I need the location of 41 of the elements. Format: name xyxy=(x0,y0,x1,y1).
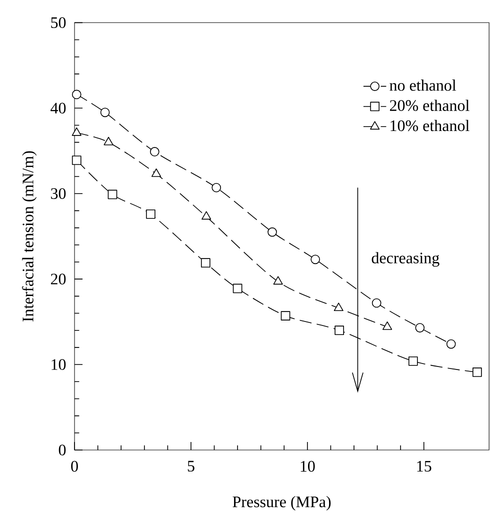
point xyxy=(415,323,425,332)
point xyxy=(280,311,290,320)
point xyxy=(334,326,344,336)
point xyxy=(446,339,456,349)
y-tick-label: 20 xyxy=(50,274,66,284)
annotation: decreasing xyxy=(372,252,440,267)
point xyxy=(151,168,162,177)
point xyxy=(72,127,82,136)
legend-label: no ethanol xyxy=(390,80,456,91)
x-axis-title: Pressure (MPa) xyxy=(232,496,331,511)
point xyxy=(212,182,222,192)
legend-label: 20% ethanol xyxy=(390,100,470,112)
point xyxy=(372,298,382,308)
point xyxy=(72,156,82,165)
point xyxy=(146,209,156,219)
x-tick-label: 0 xyxy=(71,460,78,472)
x-tick-label: 10 xyxy=(300,460,315,472)
y-tick-label: 30 xyxy=(51,188,66,199)
x-tick-label: 15 xyxy=(417,460,432,472)
point xyxy=(200,258,210,268)
legend-label: 10% ethanol xyxy=(390,120,470,132)
y-tick-label: 10 xyxy=(52,359,66,370)
y-tick-label: 0 xyxy=(58,444,66,456)
point xyxy=(273,276,283,285)
y-axis-title: Interfacial tension (mN/m) xyxy=(22,151,37,322)
point xyxy=(408,356,418,366)
point xyxy=(100,108,110,118)
y-tick-label: 50 xyxy=(51,17,66,28)
point xyxy=(104,136,114,146)
point xyxy=(382,321,392,330)
point xyxy=(472,368,482,377)
x-tick-label: 5 xyxy=(188,460,194,472)
point xyxy=(108,190,118,200)
point xyxy=(150,147,160,156)
point xyxy=(232,284,242,294)
point xyxy=(72,90,82,100)
point xyxy=(310,254,320,264)
point xyxy=(268,227,277,237)
point xyxy=(334,302,344,312)
point xyxy=(202,211,212,220)
y-tick-label: 40 xyxy=(50,102,66,114)
